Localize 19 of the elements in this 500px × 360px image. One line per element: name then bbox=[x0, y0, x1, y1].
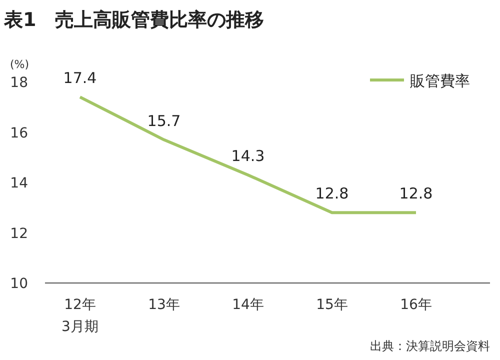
y-tick-label: 12 bbox=[10, 226, 28, 242]
x-tick-label: 13年 bbox=[148, 297, 180, 313]
x-tick-label: 12年 3月期 bbox=[62, 297, 98, 335]
data-label: 12.8 bbox=[315, 184, 349, 203]
data-label: 12.8 bbox=[399, 184, 433, 203]
y-tick-label: 14 bbox=[10, 176, 28, 192]
data-label: 15.7 bbox=[147, 112, 181, 130]
y-tick-label: 16 bbox=[10, 125, 28, 142]
x-tick-label: 14年 bbox=[232, 297, 264, 313]
y-tick-label: 18 bbox=[10, 75, 28, 91]
x-tick-label: 16年 bbox=[400, 297, 432, 313]
source-note: 出典：決算説明会資料 bbox=[370, 339, 490, 353]
x-tick-label: 15年 bbox=[316, 297, 348, 313]
legend-label: 販管費率 bbox=[410, 72, 470, 90]
data-label: 14.3 bbox=[231, 146, 265, 165]
chart-title: 表1 売上高販管費比率の推移 bbox=[3, 9, 264, 31]
y-axis-title: (%) bbox=[10, 58, 30, 71]
data-label: 17.4 bbox=[63, 69, 97, 88]
y-tick-label: 10 bbox=[10, 276, 28, 292]
